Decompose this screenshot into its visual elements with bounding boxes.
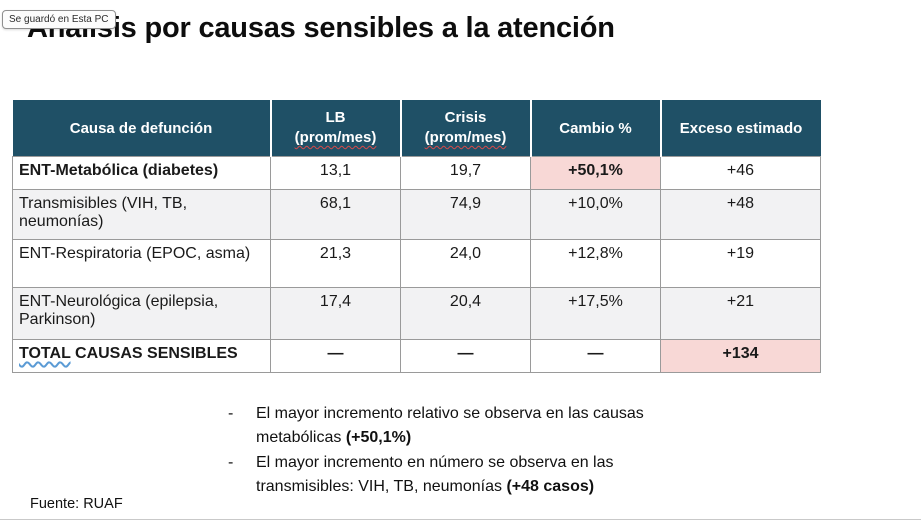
cell-causa: ENT-Metabólica (diabetes) <box>12 156 271 190</box>
cell-cambio: +10,0% <box>530 189 661 240</box>
cell-lb: 68,1 <box>270 189 401 240</box>
cell-total-label: TOTAL CAUSAS SENSIBLES <box>12 339 271 373</box>
table-row: ENT-Neurológica (epilepsia, Parkinson) 1… <box>12 287 821 340</box>
cell-total-cambio: — <box>530 339 661 373</box>
table-row: Transmisibles (VIH, TB, neumonías) 68,1 … <box>12 189 821 240</box>
cell-exceso: +19 <box>660 239 821 288</box>
saved-status-badge[interactable]: Se guardó en Esta PC <box>2 10 116 29</box>
header-crisis-line1: Crisis <box>444 108 487 126</box>
cell-crisis: 19,7 <box>400 156 531 190</box>
header-crisis-line2: (prom/mes) <box>424 129 507 146</box>
note-item: - El mayor incremento relativo se observ… <box>228 402 648 450</box>
table-header-row: Causa de defunción LB (prom/mes) Crisis … <box>12 100 821 157</box>
cell-exceso: +48 <box>660 189 821 240</box>
header-exceso: Exceso estimado <box>659 100 821 157</box>
cell-cambio-highlight: +50,1% <box>530 156 661 190</box>
note-text: El mayor incremento en número se observa… <box>256 451 648 499</box>
cell-exceso: +46 <box>660 156 821 190</box>
table-total-row: TOTAL CAUSAS SENSIBLES — — — +134 <box>12 339 821 373</box>
note-text-regular: El mayor incremento relativo se observa … <box>256 405 644 446</box>
slide-bottom-edge <box>0 519 921 520</box>
cell-crisis: 20,4 <box>400 287 531 340</box>
cell-total-lb: — <box>270 339 401 373</box>
cell-causa: Transmisibles (VIH, TB, neumonías) <box>12 189 271 240</box>
total-rest: CAUSAS SENSIBLES <box>70 345 238 362</box>
note-text-bold: (+48 casos) <box>506 478 595 495</box>
header-lb: LB (prom/mes) <box>269 100 401 157</box>
note-text-regular: El mayor incremento en número se observa… <box>256 454 614 495</box>
cell-cambio: +12,8% <box>530 239 661 288</box>
note-item: - El mayor incremento en número se obser… <box>228 451 648 499</box>
cell-crisis: 74,9 <box>400 189 531 240</box>
note-text: El mayor incremento relativo se observa … <box>256 402 648 450</box>
slide-title: Análisis por causas sensibles a la atenc… <box>27 12 615 44</box>
header-lb-line2: (prom/mes) <box>294 129 377 146</box>
causes-table: Causa de defunción LB (prom/mes) Crisis … <box>12 100 821 373</box>
cell-lb: 21,3 <box>270 239 401 288</box>
header-cambio: Cambio % <box>529 100 661 157</box>
header-causa: Causa de defunción <box>12 100 271 157</box>
cell-exceso: +21 <box>660 287 821 340</box>
cell-causa: ENT-Respiratoria (EPOC, asma) <box>12 239 271 288</box>
total-word: TOTAL <box>19 345 71 362</box>
cell-crisis: 24,0 <box>400 239 531 288</box>
notes-block: - El mayor incremento relativo se observ… <box>228 402 648 500</box>
table-row: ENT-Respiratoria (EPOC, asma) 21,3 24,0 … <box>12 239 821 288</box>
bullet-dash: - <box>228 454 234 471</box>
cell-lb: 13,1 <box>270 156 401 190</box>
cell-total-exceso-highlight: +134 <box>660 339 821 373</box>
cell-cambio: +17,5% <box>530 287 661 340</box>
cell-causa: ENT-Neurológica (epilepsia, Parkinson) <box>12 287 271 340</box>
source-caption: Fuente: RUAF <box>30 496 123 512</box>
cell-total-crisis: — <box>400 339 531 373</box>
note-text-bold: (+50,1%) <box>345 429 412 446</box>
bullet-dash: - <box>228 405 234 422</box>
cell-lb: 17,4 <box>270 287 401 340</box>
header-crisis: Crisis (prom/mes) <box>399 100 531 157</box>
header-lb-line1: LB <box>325 108 346 126</box>
table-row: ENT-Metabólica (diabetes) 13,1 19,7 +50,… <box>12 156 821 190</box>
